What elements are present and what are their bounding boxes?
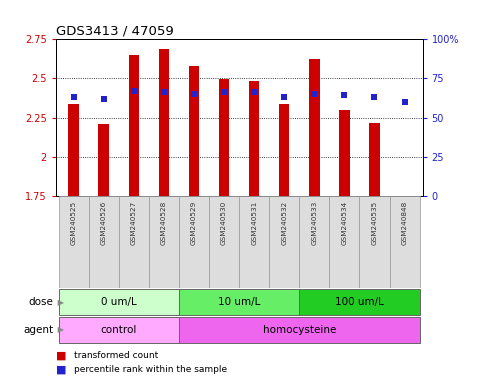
Text: ▶: ▶ — [55, 298, 64, 307]
Bar — [189, 66, 199, 196]
Bar — [179, 289, 299, 316]
Text: control: control — [100, 325, 137, 335]
Bar — [58, 316, 179, 343]
Bar — [369, 123, 380, 196]
Bar — [239, 196, 269, 288]
Text: 10 um/L: 10 um/L — [218, 297, 260, 307]
Bar — [99, 124, 109, 196]
Bar — [158, 49, 169, 196]
Bar — [299, 196, 329, 288]
Bar — [58, 196, 89, 288]
Text: GSM240528: GSM240528 — [161, 201, 167, 245]
Bar — [179, 196, 209, 288]
Text: transformed count: transformed count — [74, 351, 158, 360]
Bar — [149, 196, 179, 288]
Text: ▶: ▶ — [55, 325, 64, 334]
Text: 0 um/L: 0 um/L — [101, 297, 137, 307]
Text: ■: ■ — [56, 350, 66, 360]
Bar — [279, 104, 289, 196]
Text: GSM240530: GSM240530 — [221, 201, 227, 245]
Bar — [209, 196, 239, 288]
Bar — [219, 79, 229, 196]
Bar — [128, 55, 139, 196]
Text: GSM240533: GSM240533 — [312, 201, 317, 245]
Text: GDS3413 / 47059: GDS3413 / 47059 — [56, 25, 173, 38]
Bar — [119, 196, 149, 288]
Bar — [68, 104, 79, 196]
Text: GSM240848: GSM240848 — [401, 201, 408, 245]
Bar — [249, 81, 259, 196]
Bar — [389, 196, 420, 288]
Text: GSM240534: GSM240534 — [341, 201, 347, 245]
Bar — [179, 316, 420, 343]
Bar — [359, 196, 389, 288]
Text: GSM240529: GSM240529 — [191, 201, 197, 245]
Text: dose: dose — [28, 297, 53, 307]
Bar — [329, 196, 359, 288]
Text: agent: agent — [23, 325, 53, 335]
Text: percentile rank within the sample: percentile rank within the sample — [74, 366, 227, 374]
Text: GSM240525: GSM240525 — [71, 201, 77, 245]
Text: GSM240535: GSM240535 — [371, 201, 378, 245]
Text: GSM240527: GSM240527 — [131, 201, 137, 245]
Bar — [399, 196, 410, 198]
Bar — [89, 196, 119, 288]
Bar — [309, 59, 320, 196]
Text: GSM240532: GSM240532 — [281, 201, 287, 245]
Text: homocysteine: homocysteine — [263, 325, 336, 335]
Text: GSM240526: GSM240526 — [100, 201, 107, 245]
Bar — [339, 111, 350, 196]
Bar — [58, 289, 179, 316]
Text: 100 um/L: 100 um/L — [335, 297, 384, 307]
Text: ■: ■ — [56, 365, 66, 375]
Bar — [269, 196, 299, 288]
Bar — [299, 289, 420, 316]
Text: GSM240531: GSM240531 — [251, 201, 257, 245]
